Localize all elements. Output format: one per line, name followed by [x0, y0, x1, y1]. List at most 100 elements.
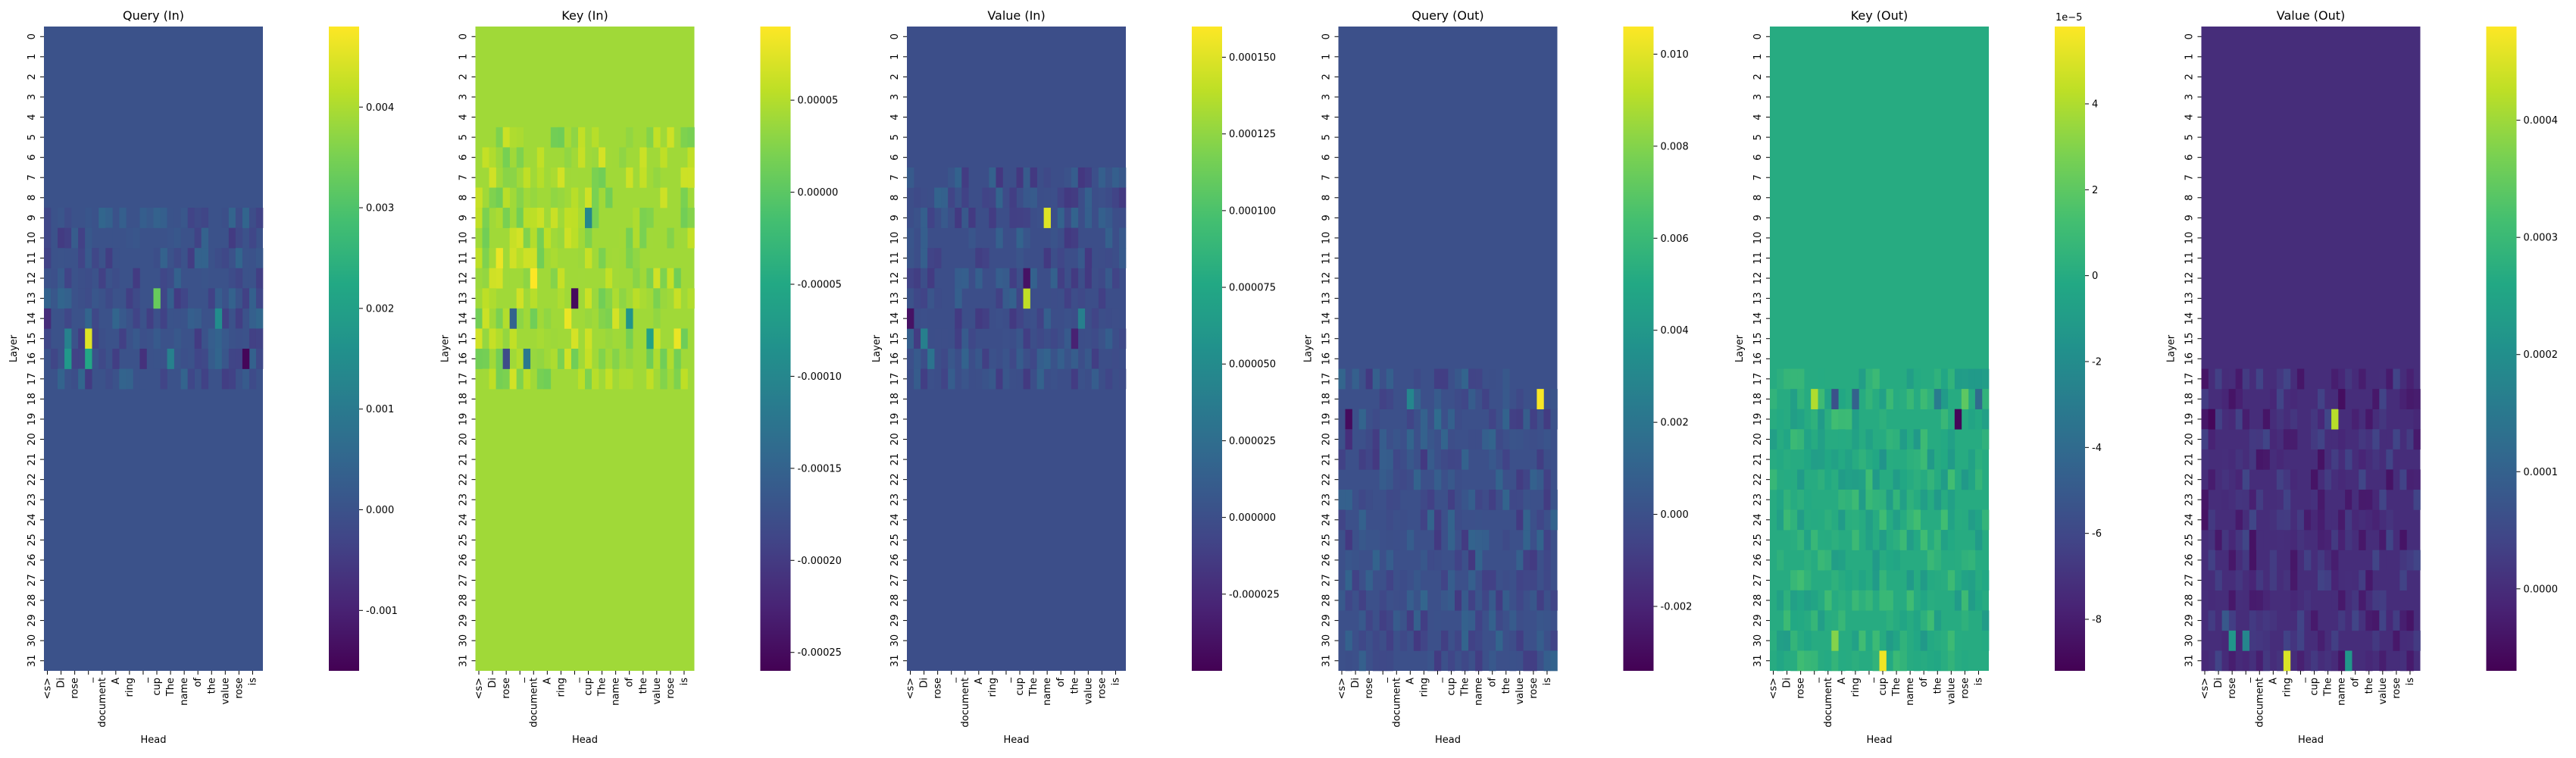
heatmap-cell — [592, 167, 599, 188]
heatmap-cell — [1050, 268, 1058, 289]
heatmap-cell — [1440, 630, 1449, 651]
heatmap-cell — [1386, 530, 1394, 550]
x-tick-label: document — [528, 678, 539, 728]
heatmap-cell — [1865, 590, 1873, 611]
heatmap-cell — [2256, 570, 2264, 591]
heatmap-cell — [2413, 550, 2421, 571]
heatmap-cell — [1009, 208, 1017, 228]
heatmap-highlight-cell — [1345, 429, 1352, 450]
heatmap-cell — [2413, 630, 2421, 651]
heatmap-cell — [509, 328, 517, 349]
heatmap-cell — [119, 208, 127, 228]
heatmap-cell — [1455, 509, 1462, 531]
heatmap-cell — [208, 288, 216, 309]
heatmap-cell — [1509, 509, 1517, 531]
heatmap-cell — [64, 208, 72, 228]
heatmap-cell — [1386, 368, 1394, 390]
heatmap-cell — [1420, 610, 1428, 631]
heatmap-cell — [1399, 570, 1408, 591]
heatmap-cell — [2201, 368, 2209, 390]
heatmap-cell — [585, 368, 592, 390]
x-tick-label: cup — [1014, 678, 1026, 696]
y-tick-label: 2 — [27, 74, 38, 80]
heatmap-cell — [1893, 429, 1900, 450]
heatmap-cell — [2399, 550, 2407, 571]
heatmap-cell — [2359, 368, 2366, 390]
heatmap-cell — [571, 208, 579, 228]
heatmap-cell — [146, 308, 154, 329]
heatmap-cell — [249, 227, 257, 249]
heatmap-cell — [214, 328, 223, 349]
heatmap-cell — [44, 328, 52, 349]
x-tick-label: Di — [919, 678, 930, 688]
heatmap-cell — [2269, 449, 2277, 470]
heatmap-cell — [1811, 530, 1818, 550]
heatmap-cell — [1974, 409, 1983, 430]
heatmap-cell — [133, 227, 140, 249]
y-tick-label: 1 — [2184, 54, 2196, 60]
y-tick-label: 28 — [889, 594, 901, 607]
heatmap-cell — [2256, 489, 2264, 510]
y-tick-label: 11 — [2184, 252, 2196, 265]
heatmap-cell — [1482, 570, 1490, 591]
heatmap-cell — [2318, 630, 2325, 651]
panel-title: Query (In) — [123, 8, 184, 23]
heatmap-cell — [633, 227, 640, 249]
heatmap-cell — [1023, 368, 1030, 390]
heatmap-cell — [2235, 449, 2243, 470]
heatmap-cell — [660, 349, 667, 369]
heatmap-cell — [2228, 610, 2236, 631]
heatmap-cell — [58, 368, 65, 390]
y-tick-label: 8 — [1321, 195, 1333, 201]
y-tick-label: 17 — [2184, 373, 2196, 386]
x-axis-label: Head — [1435, 735, 1461, 746]
heatmap-cell — [1496, 630, 1503, 651]
heatmap-cell — [927, 248, 935, 269]
heatmap-cell — [1468, 429, 1476, 450]
heatmap-cell — [146, 208, 154, 228]
heatmap-cell — [1886, 429, 1893, 450]
heatmap-cell — [1927, 550, 1935, 571]
heatmap-cell — [2406, 469, 2414, 490]
heatmap-cell — [194, 308, 202, 329]
heatmap-cell — [2311, 650, 2318, 672]
heatmap-cell — [633, 268, 640, 289]
heatmap-cell — [927, 368, 935, 390]
heatmap-cell — [1111, 268, 1120, 289]
heatmap-cell — [1502, 590, 1510, 611]
heatmap-cell — [667, 268, 674, 289]
heatmap-highlight-cell — [564, 308, 572, 329]
heatmap-cell — [577, 248, 586, 269]
y-tick-label: 16 — [27, 352, 38, 365]
heatmap-cell — [1379, 610, 1387, 631]
heatmap-cell — [1071, 288, 1079, 309]
heatmap-cell — [1071, 268, 1079, 289]
heatmap-cell — [536, 208, 545, 228]
heatmap-cell — [1543, 489, 1551, 510]
heatmap-cell — [989, 208, 996, 228]
y-axis-label: Layer — [1303, 334, 1315, 362]
heatmap-cell — [680, 167, 688, 188]
y-tick-label: 16 — [2184, 352, 2196, 365]
heatmap-cell — [660, 187, 667, 208]
heatmap-cell — [1899, 650, 1907, 672]
heatmap-cell — [180, 308, 188, 329]
heatmap-cell — [1865, 429, 1873, 450]
y-tick-label: 21 — [1321, 453, 1333, 466]
heatmap-cell — [1927, 590, 1935, 611]
heatmap-cell — [619, 308, 627, 329]
heatmap-cell — [1468, 530, 1476, 550]
colorbar — [2486, 27, 2517, 671]
heatmap-cell — [1968, 550, 1976, 571]
heatmap-cell — [1462, 489, 1469, 510]
heatmap-cell — [1550, 489, 1558, 510]
heatmap-cell — [1872, 449, 1880, 470]
heatmap-cell — [2290, 429, 2298, 450]
heatmap-cell — [1036, 308, 1044, 329]
x-tick-label: _ — [1809, 678, 1821, 684]
y-tick-label: 12 — [1752, 272, 1764, 285]
heatmap-cell — [1455, 469, 1462, 490]
heatmap-cell — [2345, 570, 2352, 591]
heatmap-cell — [1023, 227, 1030, 249]
heatmap-cell — [605, 268, 613, 289]
